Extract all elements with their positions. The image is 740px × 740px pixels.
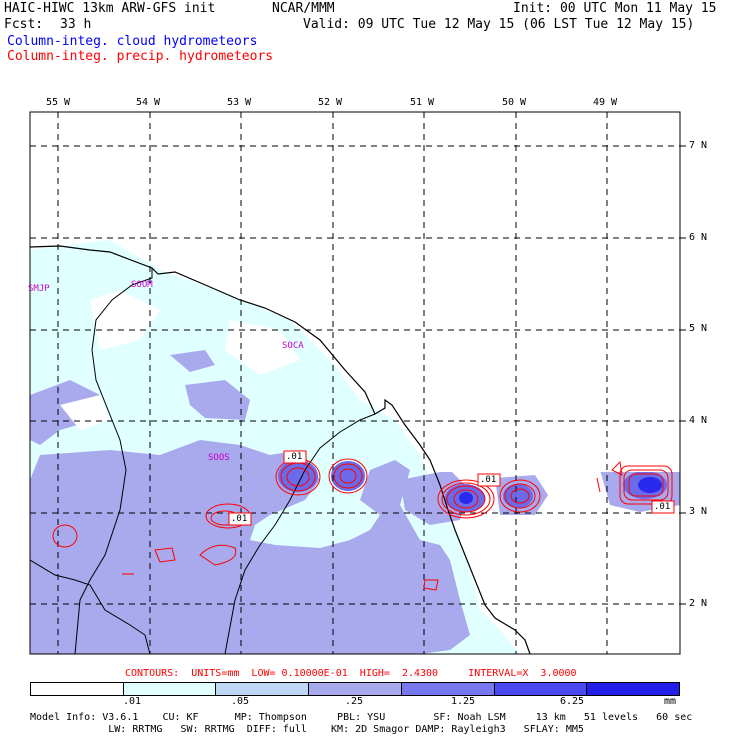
- field-layer: [30, 112, 680, 654]
- legend-tick: .05: [230, 696, 250, 707]
- lat-label: 7 N: [689, 140, 708, 151]
- lon-label: 55 W: [46, 97, 71, 108]
- station-label: SOOS: [208, 453, 230, 463]
- legend-swatch: [494, 683, 588, 695]
- legend-swatch: [309, 683, 402, 695]
- legend-tick: .25: [344, 696, 364, 707]
- legend-unit: mm: [663, 696, 677, 707]
- lon-label: 52 W: [318, 97, 343, 108]
- model-info-line2: LW: RRTMG SW: RRTMG DIFF: full KM: 2D Sm…: [30, 724, 584, 735]
- lat-ticks: [680, 145, 686, 605]
- station-label: SMJP: [28, 284, 50, 294]
- lon-label: 51 W: [410, 97, 435, 108]
- lat-label: 4 N: [689, 415, 708, 426]
- legend-swatch: [401, 683, 495, 695]
- field-precip-label: Column-integ. precip. hydrometeors: [7, 49, 274, 64]
- model-title: HAIC-HIWC 13km ARW-GFS init: [4, 1, 216, 16]
- lat-label: 3 N: [689, 506, 708, 517]
- field-cloud-label: Column-integ. cloud hydrometeors: [7, 34, 258, 49]
- coastline: [30, 245, 531, 654]
- lon-label: 54 W: [136, 97, 161, 108]
- contour-labels: [228, 450, 675, 526]
- lat-label: 6 N: [689, 232, 708, 243]
- lon-label: 50 W: [502, 97, 527, 108]
- lon-label: 49 W: [593, 97, 618, 108]
- legend-swatch: [587, 683, 680, 695]
- legend-swatch: [123, 683, 217, 695]
- lat-label: 2 N: [689, 598, 708, 609]
- lat-label: 5 N: [689, 323, 708, 334]
- init-time: Init: 00 UTC Mon 11 May 15: [513, 1, 717, 16]
- contour-label: .01: [480, 475, 497, 485]
- forecast-hour: 33 h: [60, 17, 92, 32]
- model-info-line1: Model Info: V3.6.1 CU: KF MP: Thompson P…: [30, 712, 693, 723]
- contour-label: .01: [654, 502, 671, 512]
- contour-label: .01: [286, 452, 303, 462]
- border-lines: [30, 268, 376, 654]
- station-label: SOOM: [131, 280, 153, 290]
- legend-tick: 1.25: [450, 696, 476, 707]
- cloud-shade-peak: [459, 477, 662, 504]
- org-label: NCAR/MMM: [272, 1, 335, 16]
- legend-tick: 6.25: [559, 696, 585, 707]
- color-legend: [30, 682, 680, 696]
- legend-swatch: [31, 683, 124, 695]
- contour-label: .01: [231, 514, 248, 524]
- contours-info: CONTOURS: UNITS=mm LOW= 0.10000E-01 HIGH…: [125, 668, 577, 679]
- legend-swatch: [216, 683, 310, 695]
- legend-tick: .01: [122, 696, 142, 707]
- lon-label: 53 W: [227, 97, 252, 108]
- graticule: [30, 112, 680, 654]
- station-label: SOCA: [282, 341, 304, 351]
- forecast-label: Fcst:: [4, 17, 44, 32]
- valid-time: Valid: 09 UTC Tue 12 May 15 (06 LST Tue …: [303, 17, 695, 32]
- map-frame: [29, 111, 681, 655]
